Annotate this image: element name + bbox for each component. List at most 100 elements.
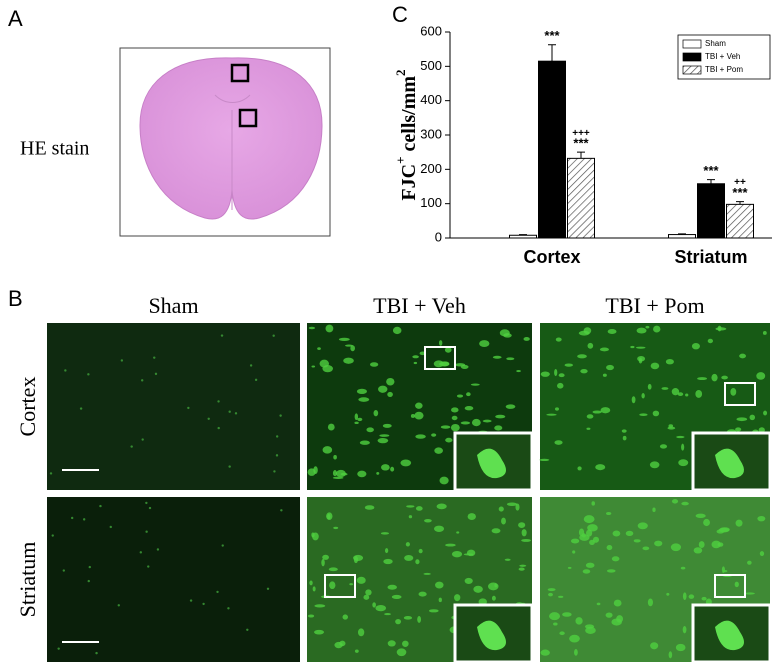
inset-cell xyxy=(477,448,506,479)
cell xyxy=(639,413,648,417)
cell xyxy=(317,347,321,350)
bar xyxy=(509,234,537,239)
cell xyxy=(390,466,395,472)
cell xyxy=(494,425,503,431)
cell xyxy=(681,501,689,506)
cell xyxy=(423,572,431,575)
cell xyxy=(555,337,562,342)
cell xyxy=(721,566,725,574)
cell xyxy=(333,526,339,530)
stain-caption: HE stain xyxy=(20,138,89,160)
cell xyxy=(554,369,558,377)
cell xyxy=(117,604,120,607)
cell xyxy=(202,602,205,606)
cell xyxy=(578,330,590,336)
cell xyxy=(454,594,461,602)
brain-detail xyxy=(214,94,251,210)
cell xyxy=(650,362,660,370)
cell xyxy=(353,554,364,562)
row-header: Cortex xyxy=(15,377,40,437)
cell xyxy=(415,434,426,439)
cell xyxy=(711,540,721,549)
cell xyxy=(328,567,338,572)
cell xyxy=(382,423,392,428)
cell xyxy=(307,614,315,618)
cell xyxy=(682,592,687,600)
cell xyxy=(378,385,388,393)
cell xyxy=(415,559,420,565)
cell xyxy=(372,602,376,608)
cell xyxy=(395,619,402,625)
cell xyxy=(228,465,231,468)
micrograph xyxy=(47,323,300,490)
cell xyxy=(326,512,333,520)
panel-label: B xyxy=(8,286,23,311)
cell xyxy=(654,540,663,547)
cell xyxy=(396,648,407,657)
cell xyxy=(70,516,74,520)
cell xyxy=(747,560,752,565)
cell xyxy=(680,566,686,570)
cell xyxy=(678,459,689,467)
cell xyxy=(387,584,397,590)
cell xyxy=(428,609,439,613)
cell xyxy=(322,446,333,454)
cell xyxy=(491,595,496,601)
cell xyxy=(661,387,669,390)
cell xyxy=(591,501,595,506)
cell xyxy=(321,558,325,567)
cell xyxy=(141,379,144,382)
cell xyxy=(637,522,648,530)
cell xyxy=(652,410,660,417)
cell xyxy=(625,530,634,536)
cell xyxy=(611,556,620,562)
cell xyxy=(445,437,453,443)
cell xyxy=(577,354,587,359)
cell xyxy=(329,581,336,590)
cell xyxy=(695,513,706,519)
cell xyxy=(384,613,392,616)
cell xyxy=(519,564,527,567)
y-label-part: 2 xyxy=(393,69,408,76)
cell xyxy=(375,605,387,612)
cell xyxy=(470,383,480,386)
cell xyxy=(582,569,591,574)
cell xyxy=(380,532,390,535)
cell xyxy=(539,458,550,462)
cell xyxy=(434,525,445,532)
roi-box xyxy=(724,382,756,406)
cell xyxy=(141,438,144,441)
cell xyxy=(272,334,275,337)
cell xyxy=(418,548,423,554)
cell xyxy=(154,372,158,376)
cell xyxy=(739,353,746,359)
significance-label: +++ xyxy=(572,128,590,139)
cell xyxy=(381,464,390,471)
cell xyxy=(682,625,687,634)
cell xyxy=(495,414,506,419)
cell xyxy=(583,515,595,524)
cell xyxy=(246,628,249,632)
cell xyxy=(333,455,337,460)
cell xyxy=(439,476,449,485)
cell xyxy=(762,331,767,335)
cell xyxy=(358,397,370,402)
bar xyxy=(567,157,595,239)
column-header: TBI + Veh xyxy=(373,293,466,318)
cell xyxy=(87,579,90,583)
cell xyxy=(587,524,598,532)
cell xyxy=(515,503,520,511)
inset-cell xyxy=(477,620,506,651)
cell xyxy=(266,587,270,590)
cell xyxy=(756,372,766,380)
cell xyxy=(365,589,372,596)
cell xyxy=(506,502,518,506)
cell xyxy=(501,517,506,525)
cell xyxy=(589,539,595,546)
cell xyxy=(338,337,350,342)
cell xyxy=(445,543,456,547)
cell xyxy=(88,565,91,569)
legend-label: Sham xyxy=(705,39,726,48)
cell xyxy=(688,594,695,599)
